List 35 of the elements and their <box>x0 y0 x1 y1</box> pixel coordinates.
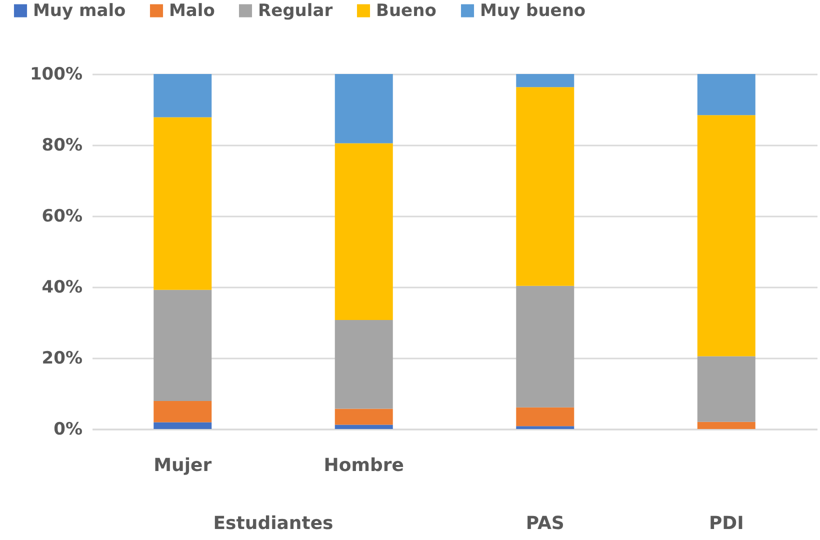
bar <box>697 422 756 429</box>
bar <box>334 424 393 429</box>
x-tick-label: Mujer <box>154 455 212 476</box>
y-tick-label: 0% <box>54 420 82 440</box>
bar <box>697 356 756 422</box>
bar <box>516 426 574 429</box>
x-tick-label: PDI <box>708 513 744 534</box>
x-tick-label: PAS <box>526 513 564 534</box>
bar <box>697 74 756 116</box>
bar <box>334 408 393 425</box>
y-tick-label: 100% <box>30 64 82 84</box>
x-tick-label: Hombre <box>324 455 404 476</box>
y-tick-label: 80% <box>42 136 82 156</box>
legend-label: Malo <box>169 0 215 21</box>
y-tick-label: 60% <box>42 206 82 226</box>
legend-label: Muy bueno <box>480 0 586 21</box>
bar <box>154 290 212 401</box>
bar <box>334 320 393 409</box>
bar <box>154 117 212 290</box>
bar <box>154 422 212 429</box>
bar <box>516 87 574 286</box>
bar <box>154 400 212 422</box>
bar <box>516 74 574 88</box>
bar <box>334 74 393 144</box>
bar <box>516 407 574 426</box>
legend-label: Bueno <box>376 0 436 21</box>
y-tick-label: 40% <box>42 278 82 298</box>
bar <box>516 286 574 408</box>
bar <box>154 74 212 118</box>
y-tick-label: 20% <box>42 348 82 368</box>
text: Estudiantes <box>213 513 334 534</box>
bar <box>334 143 393 320</box>
legend-label: Muy malo <box>33 0 126 21</box>
legend-label: Regular <box>258 0 334 21</box>
bar <box>697 115 756 356</box>
